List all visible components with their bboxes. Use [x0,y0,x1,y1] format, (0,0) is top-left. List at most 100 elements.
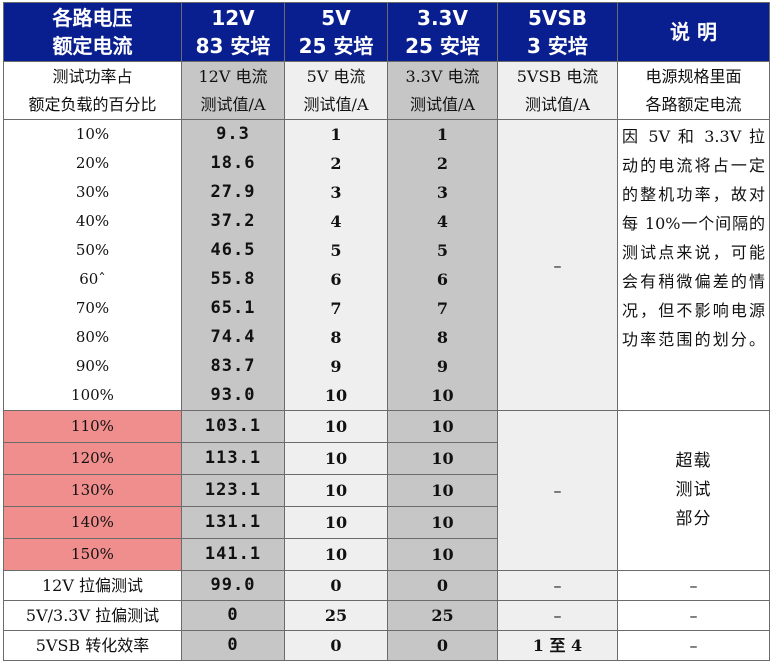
test-label-cell: 5VSB 转化效率 [3,630,182,661]
value-3v3-cell: 5 [387,236,498,265]
table-row: 90% 83.7 9 9 [3,352,770,381]
notes-cell: – [617,570,770,601]
percent-cell: 120% [3,442,182,475]
value-12v-cell: 37.2 [181,207,285,236]
table-row: 10% 9.3 1 1– 因 5V 和 3.3V 拉动的电流将占一定的整机功率，故对每 … [3,119,770,411]
table-row: 110% 103.1 10 10– 超载 测试 部分 [3,410,770,571]
value-5v-cell: 8 [284,323,388,352]
percent-cell: 50% [3,236,182,265]
value-12v-cell: 0 [181,630,285,661]
value-3v3-cell: 6 [387,265,498,294]
subheader-5v: 5V 电流 测试值/A [284,61,388,120]
percent-cell: 30% [3,178,182,207]
test-label-cell: 12V 拉偏测试 [3,570,182,601]
value-3v3-cell: 10 [387,538,498,571]
table-row: 5VSB 转化效率 0 0 0 1 至 4– [3,630,770,661]
subheader-12v: 12V 电流 测试值/A [181,61,285,120]
table-row: 40% 37.2 4 4 [3,207,770,236]
value-12v-cell: 65.1 [181,294,285,323]
value-5v-cell: 6 [284,265,388,294]
subheader-5vsb: 5VSB 电流 测试值/A [497,61,618,120]
value-5v-cell: 7 [284,294,388,323]
value-5vsb-cell: – [497,570,618,601]
value-5v-cell: 3 [284,178,388,207]
value-12v-cell: 9.3 [181,119,285,149]
percent-cell: 80% [3,323,182,352]
table-row: 30% 27.9 3 3 [3,178,770,207]
value-12v-cell: 123.1 [181,474,285,507]
value-5v-cell: 10 [284,442,388,475]
value-5v-cell: 10 [284,410,388,443]
value-5v-cell: 1 [284,119,388,149]
table-row: 50% 46.5 5 5 [3,236,770,265]
value-3v3-cell: 25 [387,600,498,631]
percent-cell: 70% [3,294,182,323]
notes-cell: – [617,600,770,631]
value-5vsb-cell: 1 至 4 [497,630,618,661]
percent-cell: 60ˆ [3,265,182,294]
header-rail-voltage: 各路电压 额定电流 [3,2,182,62]
subheader-3v3: 3.3V 电流 测试值/A [387,61,498,120]
value-3v3-cell: 0 [387,570,498,601]
percent-cell: 140% [3,506,182,539]
overload-notes-cell: 超载 测试 部分 [617,410,770,571]
value-3v3-cell: 4 [387,207,498,236]
overload-note-line: 测试 [675,480,712,500]
value-12v-cell: 55.8 [181,265,285,294]
value-5v-cell: 4 [284,207,388,236]
test-label-cell: 5V/3.3V 拉偏测试 [3,600,182,631]
value-5v-cell: 0 [284,570,388,601]
subheader-percent: 测试功率占 额定负载的百分比 [3,61,182,120]
header-5v: 5V 25 安培 [284,2,388,62]
value-12v-cell: 18.6 [181,149,285,178]
value-5vsb-cell: – [497,119,618,411]
percent-cell: 90% [3,352,182,381]
value-12v-cell: 27.9 [181,178,285,207]
subheader-row: 测试功率占 额定负载的百分比 12V 电流 测试值/A 5V 电流 测试值/A 3.3… [3,61,770,120]
percent-cell: 110% [3,410,182,443]
value-12v-cell: 141.1 [181,538,285,571]
value-3v3-cell: 10 [387,381,498,411]
subheader-notes: 电源规格里面 各路额定电流 [617,61,770,120]
value-3v3-cell: 8 [387,323,498,352]
value-12v-cell: 131.1 [181,506,285,539]
table-row: 140% 131.1 10 10 [3,506,770,539]
percent-cell: 100% [3,381,182,411]
value-12v-cell: 46.5 [181,236,285,265]
value-12v-cell: 74.4 [181,323,285,352]
value-3v3-cell: 7 [387,294,498,323]
value-5v-cell: 9 [284,352,388,381]
value-5v-cell: 5 [284,236,388,265]
table-row: 5V/3.3V 拉偏测试 0 25 25– – [3,600,770,631]
value-3v3-cell: 0 [387,630,498,661]
overload-note-line: 超载 [675,451,712,471]
header-3v3: 3.3V 25 安培 [387,2,498,62]
value-3v3-cell: 2 [387,149,498,178]
percent-cell: 150% [3,538,182,571]
value-12v-cell: 93.0 [181,381,285,411]
value-3v3-cell: 10 [387,442,498,475]
value-3v3-cell: 10 [387,474,498,507]
percent-cell: 130% [3,474,182,507]
table-row: 120% 113.1 10 10 [3,442,770,475]
table-row: 20% 18.6 2 2 [3,149,770,178]
value-5vsb-cell: – [497,600,618,631]
value-5vsb-cell: – [497,410,618,571]
table-row: 12V 拉偏测试 99.0 0 0– – [3,570,770,601]
table-row: 60ˆ 55.8 6 6 [3,265,770,294]
value-12v-cell: 0 [181,600,285,631]
value-5v-cell: 10 [284,538,388,571]
header-12v: 12V 83 安培 [181,2,285,62]
psu-test-table: 各路电压 额定电流 12V 83 安培 5V 25 安培 3.3V 25 安培 5VSB… [3,2,770,661]
percent-cell: 10% [3,119,182,149]
header-5vsb: 5VSB 3 安培 [497,2,618,62]
value-5v-cell: 10 [284,506,388,539]
table-row: 70% 65.1 7 7 [3,294,770,323]
value-12v-cell: 99.0 [181,570,285,601]
value-3v3-cell: 10 [387,410,498,443]
table-row: 130% 123.1 10 10 [3,474,770,507]
notes-cell: 因 5V 和 3.3V 拉动的电流将占一定的整机功率，故对每 10%一个间隔的测… [617,119,770,411]
value-5v-cell: 0 [284,630,388,661]
overload-note-line: 部分 [675,509,712,529]
value-5v-cell: 25 [284,600,388,631]
